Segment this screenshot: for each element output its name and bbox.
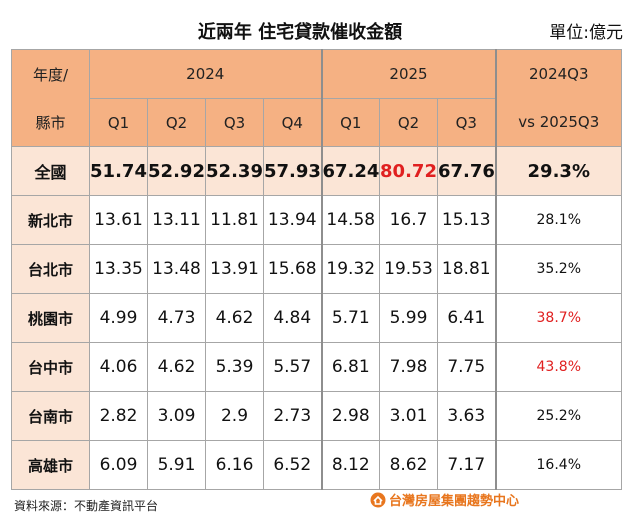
value-cell: 5.71 bbox=[320, 293, 380, 343]
corner-header-year: 年度/ bbox=[11, 49, 90, 99]
value-cell: 5.39 bbox=[205, 342, 264, 392]
brand-logo: 台灣房屋集團趨勢中心 bbox=[370, 490, 519, 509]
value-cell: 6.52 bbox=[263, 440, 322, 490]
value-cell: 13.61 bbox=[89, 195, 148, 245]
value-cell: 6.16 bbox=[205, 440, 264, 490]
row-label: 新北市 bbox=[11, 195, 90, 245]
quarter-header: Q2 bbox=[379, 98, 438, 147]
pct-cell: 28.1% bbox=[494, 195, 623, 245]
year-header-2024: 2024 bbox=[89, 49, 322, 99]
value-cell: 19.32 bbox=[320, 244, 380, 294]
value-cell: 4.06 bbox=[89, 342, 148, 392]
value-cell: 3.63 bbox=[436, 391, 497, 441]
value-cell: 5.91 bbox=[147, 440, 206, 490]
value-cell: 4.62 bbox=[147, 342, 206, 392]
logo-text: 台灣房屋集團趨勢中心 bbox=[389, 494, 520, 509]
value-cell: 57.93 bbox=[263, 146, 322, 196]
pct-cell-highlight: 43.8% bbox=[494, 342, 623, 392]
table-row: 新北市 13.61 13.11 11.81 13.94 14.58 16.7 1… bbox=[11, 195, 623, 245]
value-cell: 2.82 bbox=[89, 391, 148, 441]
value-cell: 13.94 bbox=[263, 195, 322, 245]
value-cell-highlight: 80.72 bbox=[379, 146, 438, 196]
value-cell: 52.39 bbox=[205, 146, 264, 196]
value-cell: 52.92 bbox=[147, 146, 206, 196]
pct-cell: 35.2% bbox=[494, 244, 623, 294]
value-cell: 2.73 bbox=[263, 391, 322, 441]
quarter-header: Q3 bbox=[436, 98, 497, 147]
value-cell: 8.12 bbox=[320, 440, 380, 490]
value-cell: 7.17 bbox=[436, 440, 497, 490]
value-cell: 2.98 bbox=[320, 391, 380, 441]
value-cell: 16.7 bbox=[379, 195, 438, 245]
value-cell: 4.84 bbox=[263, 293, 322, 343]
quarter-header: Q2 bbox=[147, 98, 206, 147]
pct-cell: 16.4% bbox=[494, 440, 623, 490]
table-row-national: 全國 51.74 52.92 52.39 57.93 67.24 80.72 6… bbox=[11, 146, 623, 196]
mortgage-collection-table: 年度/ 2024 2025 2024Q3 縣市 Q1 Q2 Q3 Q4 Q1 Q… bbox=[11, 49, 623, 490]
table-row: 桃園市 4.99 4.73 4.62 4.84 5.71 5.99 6.41 3… bbox=[11, 293, 623, 343]
row-label: 台南市 bbox=[11, 391, 90, 441]
value-cell: 6.09 bbox=[89, 440, 148, 490]
value-cell: 5.57 bbox=[263, 342, 322, 392]
compare-header-top: 2024Q3 bbox=[494, 49, 623, 99]
value-cell: 8.62 bbox=[379, 440, 438, 490]
pct-cell-highlight: 38.7% bbox=[494, 293, 623, 343]
value-cell: 51.74 bbox=[89, 146, 148, 196]
quarter-header: Q1 bbox=[320, 98, 380, 147]
quarter-header: Q1 bbox=[89, 98, 148, 147]
value-cell: 3.09 bbox=[147, 391, 206, 441]
corner-header-city: 縣市 bbox=[11, 98, 90, 147]
row-label: 台北市 bbox=[11, 244, 90, 294]
value-cell: 18.81 bbox=[436, 244, 497, 294]
row-label: 高雄市 bbox=[11, 440, 90, 490]
value-cell: 4.73 bbox=[147, 293, 206, 343]
table-title: 近兩年 住宅貸款催收金額 bbox=[197, 22, 403, 43]
value-cell: 13.11 bbox=[147, 195, 206, 245]
value-cell: 7.75 bbox=[436, 342, 497, 392]
compare-header-bottom: vs 2025Q3 bbox=[494, 98, 623, 147]
row-label: 全國 bbox=[11, 146, 90, 196]
value-cell: 15.68 bbox=[263, 244, 322, 294]
value-cell: 67.24 bbox=[320, 146, 380, 196]
year-header-2025: 2025 bbox=[320, 49, 497, 99]
value-cell: 15.13 bbox=[436, 195, 497, 245]
pct-cell: 25.2% bbox=[494, 391, 623, 441]
value-cell: 14.58 bbox=[320, 195, 380, 245]
table-row: 高雄市 6.09 5.91 6.16 6.52 8.12 8.62 7.17 1… bbox=[11, 440, 623, 490]
value-cell: 4.62 bbox=[205, 293, 264, 343]
quarter-header: Q4 bbox=[263, 98, 322, 147]
value-cell: 19.53 bbox=[379, 244, 438, 294]
source-note: 資料來源：不動產資訊平台 bbox=[14, 499, 159, 513]
value-cell: 13.35 bbox=[89, 244, 148, 294]
value-cell: 13.91 bbox=[205, 244, 264, 294]
table-row: 台北市 13.35 13.48 13.91 15.68 19.32 19.53 … bbox=[11, 244, 623, 294]
value-cell: 5.99 bbox=[379, 293, 438, 343]
value-cell: 4.99 bbox=[89, 293, 148, 343]
value-cell: 11.81 bbox=[205, 195, 264, 245]
row-label: 台中市 bbox=[11, 342, 90, 392]
value-cell: 7.98 bbox=[379, 342, 438, 392]
value-cell: 2.9 bbox=[205, 391, 264, 441]
value-cell: 13.48 bbox=[147, 244, 206, 294]
value-cell: 6.41 bbox=[436, 293, 497, 343]
table-row: 台中市 4.06 4.62 5.39 5.57 6.81 7.98 7.75 4… bbox=[11, 342, 623, 392]
quarter-header: Q3 bbox=[205, 98, 264, 147]
table-row: 台南市 2.82 3.09 2.9 2.73 2.98 3.01 3.63 25… bbox=[11, 391, 623, 441]
unit-label: 單位:億元 bbox=[549, 23, 623, 43]
value-cell: 6.81 bbox=[320, 342, 380, 392]
value-cell: 3.01 bbox=[379, 391, 438, 441]
pct-cell: 29.3% bbox=[494, 146, 623, 196]
taiwan-realty-logo-icon bbox=[370, 492, 386, 507]
value-cell: 67.76 bbox=[436, 146, 497, 196]
row-label: 桃園市 bbox=[11, 293, 90, 343]
